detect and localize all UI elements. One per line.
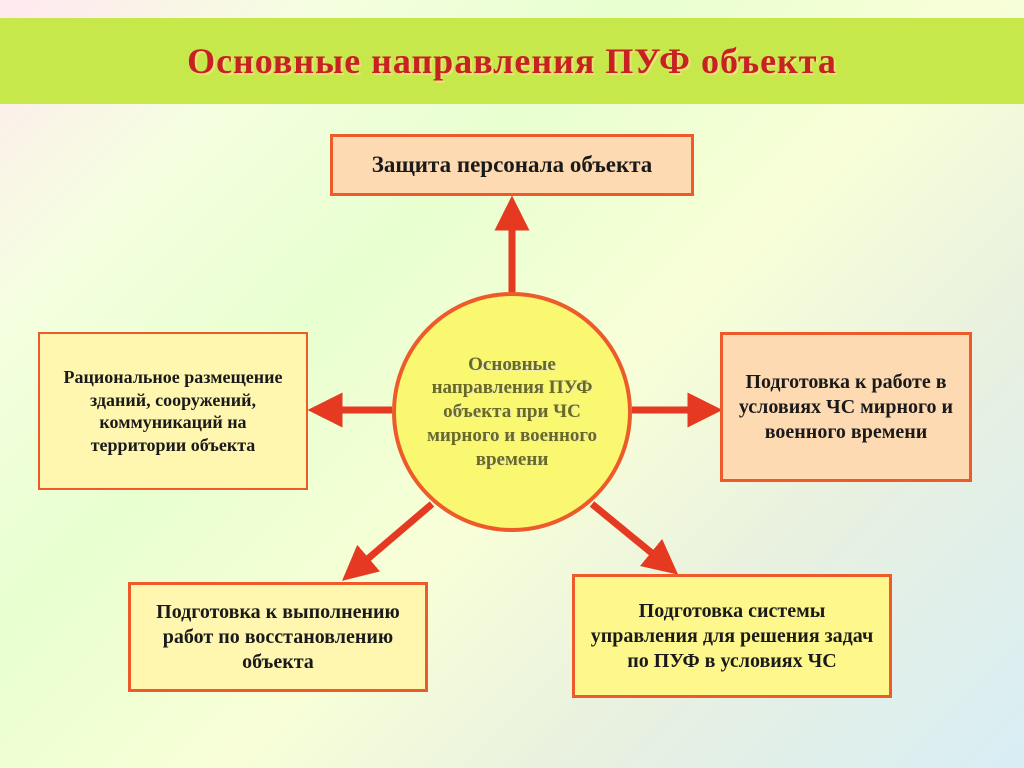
- center-label: Основные направления ПУФ объекта при ЧС …: [416, 353, 608, 472]
- box-left-label: Рациональное размещение зданий, сооружен…: [54, 366, 292, 456]
- box-bottom-right: Подготовка системы управления для решени…: [572, 574, 892, 698]
- box-left: Рациональное размещение зданий, сооружен…: [38, 332, 308, 490]
- box-right-label: Подготовка к работе в условиях ЧС мирног…: [737, 370, 955, 445]
- box-top: Защита персонала объекта: [330, 134, 694, 196]
- title-band: Основные направления ПУФ объекта Основны…: [0, 18, 1024, 104]
- box-right: Подготовка к работе в условиях ЧС мирног…: [720, 332, 972, 482]
- box-bottom-right-label: Подготовка системы управления для решени…: [589, 599, 875, 674]
- page-title: Основные направления ПУФ объекта: [187, 40, 837, 82]
- box-top-label: Защита персонала объекта: [372, 151, 653, 180]
- box-bottom-left-label: Подготовка к выполнению работ по восстан…: [145, 600, 411, 675]
- box-bottom-left: Подготовка к выполнению работ по восстан…: [128, 582, 428, 692]
- center-node: Основные направления ПУФ объекта при ЧС …: [392, 292, 632, 532]
